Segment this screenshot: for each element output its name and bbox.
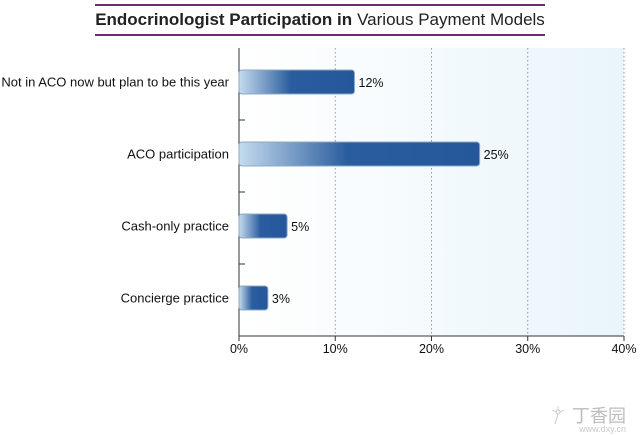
data-label: 5%: [291, 220, 309, 234]
category-label: Cash-only practice: [121, 219, 229, 234]
data-label: 12%: [359, 76, 384, 90]
watermark-site: www.dxy.cn: [579, 424, 626, 434]
watermark-text: 丁香园: [572, 406, 626, 426]
watermark: 丁香园 www.dxy.cn: [548, 402, 626, 434]
x-tick-label: 40%: [611, 342, 636, 356]
bar: [238, 285, 269, 311]
chart-title: Endocrinologist Participation in Various…: [95, 4, 545, 36]
data-label: 25%: [484, 148, 509, 162]
bar: [238, 213, 288, 239]
dandelion-icon: [551, 406, 565, 425]
chart-title-rest: Various Payment Models: [357, 10, 545, 29]
category-label: Concierge practice: [121, 291, 229, 306]
x-tick-label: 20%: [419, 342, 444, 356]
chart-title-bold: Endocrinologist Participation in: [95, 10, 353, 29]
bar: [238, 141, 481, 167]
bar: [238, 69, 355, 95]
x-tick-label: 10%: [323, 342, 348, 356]
category-label: ACO participation: [127, 147, 229, 162]
x-tick-label: 30%: [515, 342, 540, 356]
data-label: 3%: [272, 292, 290, 306]
x-tick-label: 0%: [230, 342, 248, 356]
category-label: Not in ACO now but plan to be this year: [1, 75, 229, 90]
